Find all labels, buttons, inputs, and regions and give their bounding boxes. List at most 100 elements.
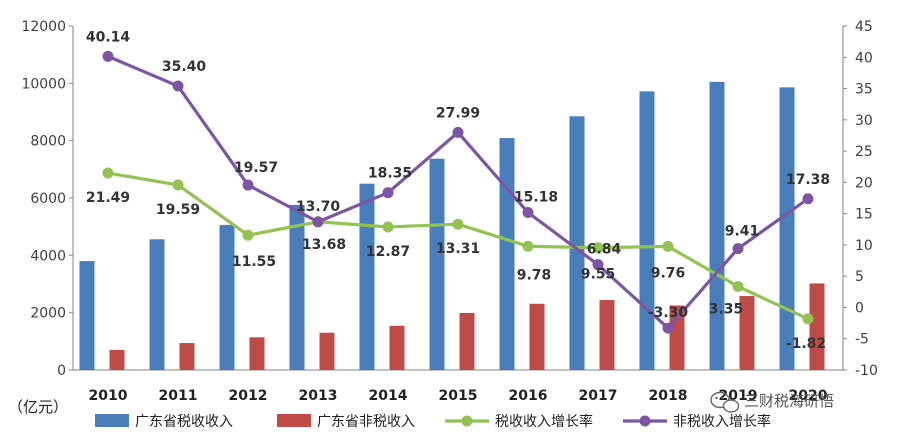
tax-growth-data-label: 12.87	[366, 244, 410, 260]
non-tax-growth-point	[802, 193, 814, 205]
right-tick-label: 0	[855, 300, 864, 316]
tax-revenue-bar	[569, 116, 585, 370]
x-tick-label: 2011	[159, 388, 198, 404]
x-tick-label: 2017	[579, 388, 618, 404]
wechat-icon	[710, 391, 740, 413]
data-labels: 21.49 19.59 11.55 13.68 12.87 13.31 9.78 9.55 9.…	[86, 29, 830, 351]
tax-growth-point	[592, 242, 604, 254]
non-tax-growth-point	[312, 216, 324, 228]
non-tax-revenue-bar	[809, 283, 825, 370]
non-tax-revenue-bar	[179, 343, 195, 370]
right-tick-label: 5	[855, 269, 864, 285]
right-tick-label: 40	[855, 50, 873, 66]
tax-revenue-bar	[149, 239, 165, 370]
non-tax-revenue-bar	[529, 303, 545, 370]
tax-growth-data-label: 9.55	[581, 267, 616, 283]
tax-growth-data-label: 3.35	[709, 302, 744, 318]
legend: 广东省税收收入 广东省非税收入 税收收入增长率 非税收入增长率	[95, 413, 771, 430]
tax-revenue-bar	[289, 204, 305, 370]
non-tax-growth-data-label: -3.30	[648, 305, 689, 321]
axis-lines	[72, 26, 844, 371]
watermark-text: 三财税海研悟	[744, 392, 834, 410]
tax-revenue-bar	[709, 81, 725, 371]
left-axis-ticks: 0 2000 4000 6000 8000 10000 12000	[21, 19, 73, 379]
non-tax-growth-point	[172, 80, 184, 92]
non-tax-growth-data-label: 17.38	[786, 172, 830, 188]
non-tax-growth-point	[452, 126, 464, 138]
tax-growth-data-label: 21.49	[86, 190, 130, 206]
right-tick-label: -5	[855, 332, 869, 348]
tax-growth-data-label: -1.82	[786, 336, 826, 352]
legend-marker	[461, 415, 473, 427]
right-tick-label: 35	[855, 82, 873, 98]
non-tax-growth-data-label: 18.35	[368, 166, 412, 182]
legend-swatch	[95, 414, 129, 427]
non-tax-revenue-bar	[389, 325, 405, 370]
non-tax-growth-data-label: 35.40	[162, 59, 207, 75]
tax-growth-point	[102, 167, 114, 179]
tax-revenue-bar	[779, 87, 795, 370]
non-tax-growth-point	[242, 179, 254, 191]
left-tick-label: 4000	[30, 248, 66, 264]
x-tick-label: 2018	[649, 388, 688, 404]
left-tick-label: 12000	[21, 19, 66, 35]
non-tax-revenue-bar	[109, 349, 125, 370]
legend-label: 广东省非税收入	[317, 414, 415, 430]
tax-revenue-bar	[79, 261, 95, 370]
tax-revenue-bar	[639, 91, 655, 371]
right-tick-label: 10	[855, 238, 873, 254]
tax-growth-point	[452, 218, 464, 230]
x-tick-label: 2012	[229, 388, 268, 404]
non-tax-growth-data-label: 40.14	[86, 29, 131, 45]
left-tick-label: 2000	[30, 306, 66, 322]
x-tick-label: 2016	[509, 388, 548, 404]
non-tax-growth-point	[662, 322, 674, 334]
non-tax-growth-point	[382, 187, 394, 199]
left-tick-label: 0	[57, 363, 66, 379]
watermark: 三财税海研悟	[710, 391, 834, 413]
right-tick-label: 45	[855, 19, 873, 35]
left-tick-label: 6000	[30, 191, 66, 207]
non-tax-growth-data-label: 13.70	[296, 199, 341, 215]
tax-growth-point	[382, 221, 394, 233]
legend-label: 税收收入增长率	[495, 413, 593, 430]
non-tax-growth-data-label: 15.18	[514, 190, 558, 206]
tax-growth-data-label: 11.55	[232, 254, 276, 270]
tax-growth-data-label: 9.76	[651, 265, 686, 281]
non-tax-growth-data-label: 27.99	[436, 105, 480, 121]
right-tick-label: -10	[855, 363, 878, 379]
non-tax-revenue-bar	[599, 300, 615, 370]
tax-revenue-bar	[359, 183, 375, 370]
tax-growth-point	[732, 281, 744, 293]
right-tick-label: 25	[855, 144, 873, 160]
right-axis-ticks: -10 -5 0 5 10 15 20 25 30 35 40 45	[843, 19, 878, 379]
x-tick-label: 2010	[89, 388, 128, 404]
right-tick-label: 20	[855, 175, 873, 191]
tax-revenue-bar	[219, 224, 235, 370]
left-tick-label: 10000	[21, 76, 66, 92]
tax-growth-data-label: 9.78	[517, 267, 552, 283]
non-tax-growth-line	[107, 54, 809, 330]
legend-label: 非税收入增长率	[673, 413, 771, 430]
bar-series	[79, 81, 825, 371]
legend-marker	[639, 415, 651, 427]
tax-growth-data-label: 13.68	[302, 237, 346, 253]
right-tick-label: 15	[855, 207, 873, 223]
non-tax-growth-point	[522, 207, 534, 219]
x-tick-label: 2020	[789, 388, 828, 404]
x-tick-label: 2014	[369, 388, 408, 404]
tax-revenue-bar	[499, 138, 515, 370]
non-tax-growth-data-label: 9.41	[725, 224, 760, 240]
non-tax-growth-point	[592, 259, 604, 271]
x-tick-label: 2015	[439, 388, 478, 404]
left-axis-unit-label: （亿元）	[8, 398, 68, 416]
tax-revenue-bar	[429, 158, 445, 370]
tax-growth-point	[662, 240, 674, 252]
non-tax-growth-point	[102, 50, 114, 62]
non-tax-growth-data-label: 19.57	[234, 160, 278, 176]
x-tick-label: 2013	[299, 388, 338, 404]
legend-swatch	[277, 414, 311, 427]
non-tax-revenue-bar	[249, 337, 265, 370]
non-tax-growth-point	[732, 243, 744, 255]
right-tick-label: 30	[855, 113, 873, 129]
